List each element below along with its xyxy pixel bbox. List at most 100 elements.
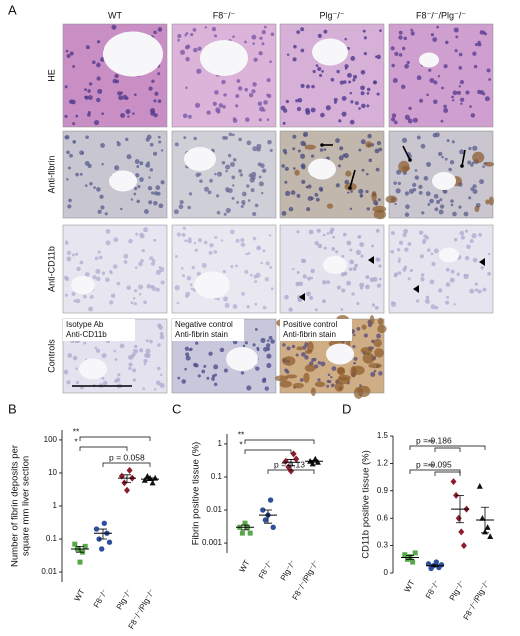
nucleus xyxy=(365,284,370,290)
nucleus xyxy=(314,308,318,312)
nucleus xyxy=(424,298,430,304)
nucleus xyxy=(92,275,97,280)
nucleus xyxy=(361,103,366,109)
nucleus xyxy=(188,192,193,196)
nucleus xyxy=(96,40,101,44)
nucleus xyxy=(358,148,362,152)
nucleus xyxy=(158,140,162,144)
data-point xyxy=(455,514,462,522)
nucleus xyxy=(133,186,138,191)
nucleus xyxy=(341,254,345,258)
nucleus xyxy=(445,300,450,305)
panel-letter: A xyxy=(8,2,17,17)
nucleus xyxy=(194,102,201,108)
nucleus xyxy=(72,140,77,144)
nucleus xyxy=(363,51,367,56)
nucleus xyxy=(150,191,154,195)
nucleus xyxy=(63,369,69,375)
stain-deposit xyxy=(373,338,382,348)
nucleus xyxy=(436,199,441,204)
y-tick-label: 100 xyxy=(44,435,58,444)
nucleus xyxy=(113,349,117,353)
nucleus xyxy=(429,78,435,83)
nucleus xyxy=(347,72,352,78)
nucleus xyxy=(307,184,312,189)
nucleus xyxy=(349,91,353,95)
nucleus xyxy=(206,376,210,380)
nucleus xyxy=(443,108,449,113)
nucleus xyxy=(410,28,414,32)
nucleus xyxy=(314,241,319,246)
nucleus xyxy=(159,334,165,340)
stain-deposit xyxy=(326,203,334,209)
arrow-head xyxy=(320,143,324,147)
nucleus xyxy=(213,364,219,370)
nucleus xyxy=(471,161,475,165)
nucleus xyxy=(322,233,326,237)
nucleus xyxy=(155,185,161,190)
nucleus xyxy=(238,137,242,142)
nucleus xyxy=(453,237,458,242)
nucleus xyxy=(237,86,243,91)
nucleus xyxy=(240,371,245,375)
nucleus xyxy=(376,54,381,60)
nucleus xyxy=(352,344,356,349)
significance-label: ** xyxy=(73,426,80,436)
nucleus xyxy=(135,173,140,178)
nucleus xyxy=(281,211,287,216)
nucleus xyxy=(191,265,195,270)
nucleus xyxy=(356,302,360,305)
error-bar xyxy=(431,564,439,568)
nucleus xyxy=(288,307,293,312)
nucleus xyxy=(174,285,180,291)
nucleus xyxy=(463,211,469,217)
nucleus xyxy=(305,185,309,189)
nucleus xyxy=(238,169,243,173)
nucleus xyxy=(375,229,380,233)
image-border xyxy=(279,130,385,219)
nucleus xyxy=(451,140,455,144)
vessel xyxy=(103,31,163,77)
nucleus xyxy=(396,248,401,252)
nucleus xyxy=(375,257,380,262)
data-point xyxy=(460,542,467,550)
nucleus xyxy=(119,91,123,95)
significance-label: ** xyxy=(428,437,435,447)
nucleus xyxy=(404,64,409,69)
nucleus xyxy=(472,51,477,56)
nucleus xyxy=(393,120,398,125)
nucleus xyxy=(216,210,221,215)
nucleus xyxy=(230,161,235,167)
panel-letter: D xyxy=(342,401,351,416)
nucleus xyxy=(133,192,137,196)
nucleus xyxy=(188,348,192,352)
nucleus xyxy=(102,380,108,386)
histology-image xyxy=(171,224,277,314)
nucleus xyxy=(133,289,138,293)
y-tick-label: 0.9 xyxy=(377,486,389,495)
nucleus xyxy=(187,205,191,210)
nucleus xyxy=(349,248,353,252)
error-bar xyxy=(310,459,318,463)
nucleus xyxy=(197,238,203,243)
nucleus xyxy=(418,190,423,195)
nucleus xyxy=(193,241,197,245)
nucleus xyxy=(247,199,251,202)
vessel xyxy=(71,276,95,294)
nucleus xyxy=(188,114,192,119)
nucleus xyxy=(245,252,248,256)
significance-bracket xyxy=(244,439,315,444)
arrow-head xyxy=(408,158,412,162)
nucleus xyxy=(350,190,353,193)
nucleus xyxy=(419,98,424,103)
nucleus xyxy=(160,149,164,152)
nucleus xyxy=(228,188,233,194)
nucleus xyxy=(467,160,472,165)
nucleus xyxy=(340,272,346,277)
y-tick-label: 1.5 xyxy=(377,431,389,440)
nucleus xyxy=(137,185,141,189)
nucleus xyxy=(217,171,223,177)
nucleus xyxy=(327,373,331,377)
nucleus xyxy=(407,118,413,124)
